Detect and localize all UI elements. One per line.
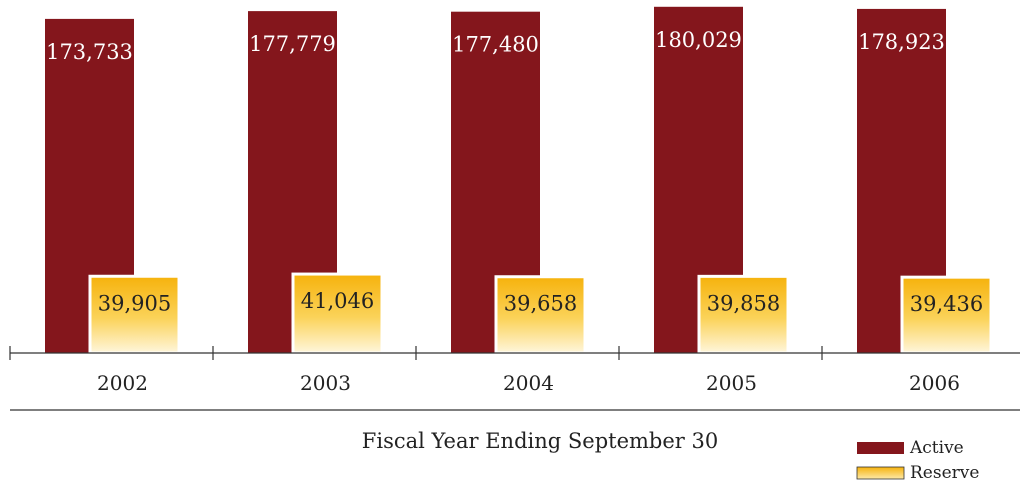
tick-label-2005: 2005 (706, 371, 757, 395)
bar-reserve-2003 (291, 272, 384, 355)
legend: Active Reserve (856, 438, 979, 483)
tick-label-2002: 2002 (97, 371, 148, 395)
value-label-active-2005: 180,029 (655, 28, 742, 52)
value-label-active-2004: 177,480 (452, 33, 539, 57)
value-label-active-2002: 173,733 (46, 40, 133, 64)
tick-label-2003: 2003 (300, 371, 351, 395)
value-label-active-2006: 178,923 (858, 30, 945, 54)
legend-swatch-reserve (856, 466, 905, 480)
value-label-reserve-2003: 41,046 (301, 289, 374, 313)
bar-reserve-2002 (88, 274, 181, 355)
tick-label-2006: 2006 (909, 371, 960, 395)
legend-label-active: Active (909, 438, 964, 458)
legend-swatch-active (857, 442, 904, 454)
x-axis-label: Fiscal Year Ending September 30 (362, 429, 718, 453)
value-label-reserve-2005: 39,858 (707, 291, 780, 315)
value-label-reserve-2002: 39,905 (98, 291, 171, 315)
value-label-active-2003: 177,779 (249, 32, 336, 56)
value-label-reserve-2004: 39,658 (504, 292, 577, 316)
bar-reserve-2006 (900, 275, 993, 355)
legend-label-reserve: Reserve (910, 463, 979, 483)
tick-label-2004: 2004 (503, 371, 554, 395)
value-label-reserve-2006: 39,436 (910, 292, 983, 316)
